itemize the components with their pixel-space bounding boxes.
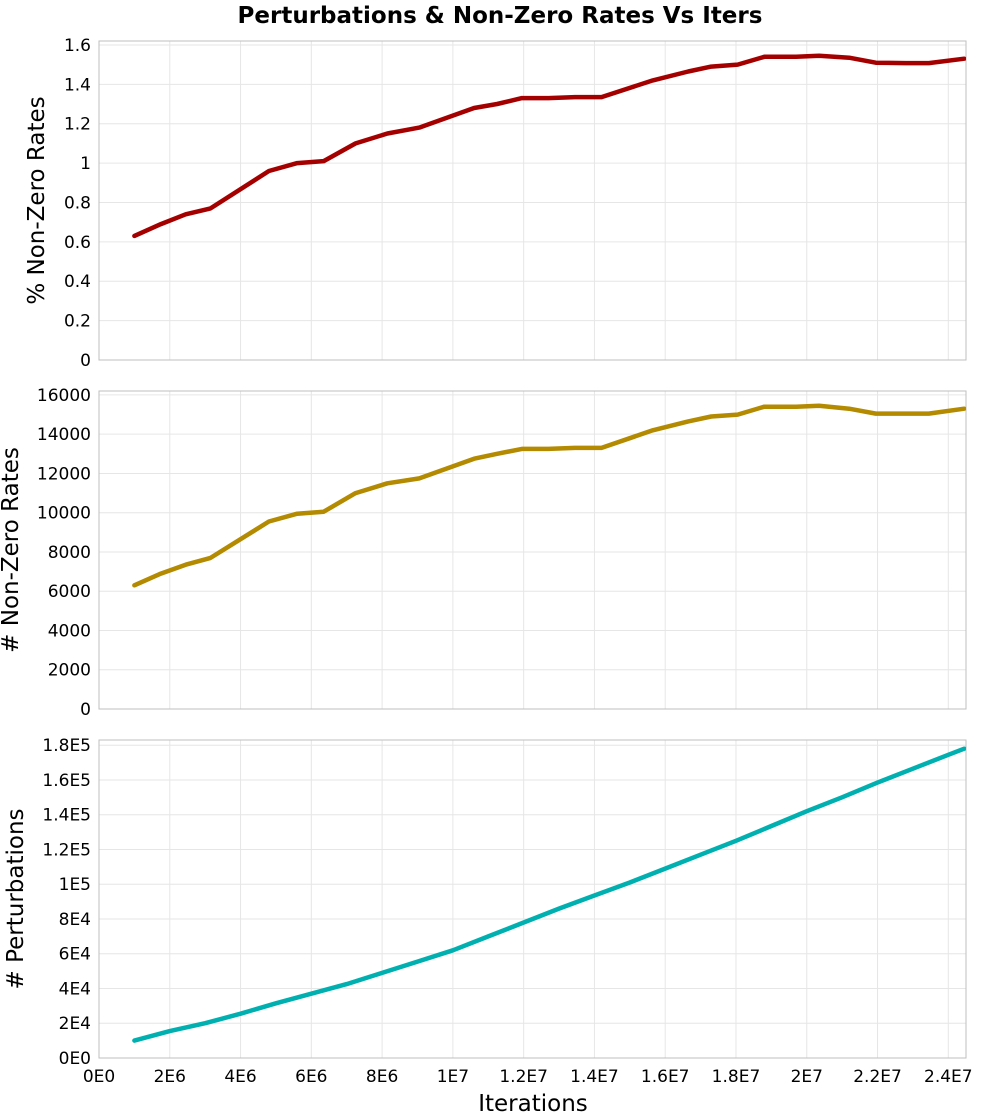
percent-nonzero-y-axis-label: % Non-Zero Rates	[24, 96, 50, 304]
percent-nonzero-y-tick-label-7: 1.4	[64, 75, 91, 95]
count-nonzero-y-tick-label-1: 2000	[48, 661, 91, 681]
percent-nonzero-y-tick-label-3: 0.6	[64, 233, 91, 253]
perturbations-y-tick-label-3: 6E4	[59, 945, 91, 965]
count-nonzero-y-tick-label-2: 4000	[48, 621, 91, 641]
percent-nonzero-y-tick-label-2: 0.4	[64, 272, 91, 292]
x-tick-label-9: 1.8E7	[712, 1067, 761, 1087]
percent-nonzero-y-tick-label-8: 1.6	[64, 36, 91, 56]
percent-nonzero-series-line	[132, 53, 966, 239]
x-tick-label-5: 1E7	[437, 1067, 469, 1087]
perturbations-y-axis-label: # Perturbations	[3, 808, 29, 989]
count-nonzero-y-tick-label-5: 10000	[37, 504, 91, 524]
x-tick-label-7: 1.4E7	[570, 1067, 619, 1087]
perturbations-y-tick-label-8: 1.6E5	[42, 771, 91, 791]
count-nonzero-y-tick-label-8: 16000	[37, 386, 91, 406]
x-tick-label-2: 4E6	[224, 1067, 256, 1087]
perturbations-y-tick-label-5: 1E5	[59, 875, 91, 895]
count-nonzero-y-tick-label-6: 12000	[37, 464, 91, 484]
perturbations-plot-frame	[98, 739, 967, 1059]
perturbations-y-tick-label-9: 1.8E5	[42, 736, 91, 756]
perturbations-series-line	[132, 746, 966, 1043]
count-nonzero-plot-frame	[98, 390, 967, 710]
percent-nonzero-y-tick-label-6: 1.2	[64, 115, 91, 135]
count-nonzero-series-line	[132, 403, 966, 588]
x-tick-label-10: 2E7	[791, 1067, 823, 1087]
x-tick-label-12: 2.4E7	[924, 1067, 973, 1087]
x-tick-label-4: 8E6	[366, 1067, 398, 1087]
count-nonzero-y-axis-label: # Non-Zero Rates	[0, 447, 24, 653]
perturbations-y-tick-label-4: 8E4	[59, 910, 91, 930]
x-tick-label-3: 6E6	[295, 1067, 327, 1087]
panel-percent-nonzero: 0 0.2 0.4 0.6 0.8 1 1.2 1.4 1.6 % Non-Zero Rates	[24, 36, 967, 371]
chart-title: Perturbations & Non-Zero Rates Vs Iters	[238, 3, 763, 29]
count-nonzero-y-tick-label-4: 8000	[48, 543, 91, 563]
perturbations-y-tick-label-1: 2E4	[59, 1014, 91, 1034]
x-tick-label-1: 2E6	[154, 1067, 186, 1087]
percent-nonzero-y-tick-label-0: 0	[80, 351, 91, 371]
percent-nonzero-y-tick-label-1: 0.2	[64, 312, 91, 332]
count-nonzero-y-tick-label-7: 14000	[37, 425, 91, 445]
x-tick-label-11: 2.2E7	[853, 1067, 902, 1087]
count-nonzero-y-tick-label-0: 0	[80, 700, 91, 720]
percent-nonzero-y-tick-label-4: 0.8	[64, 193, 91, 213]
perturbations-y-tick-label-0: 0E0	[59, 1049, 91, 1069]
percent-nonzero-plot-frame	[98, 40, 967, 361]
panel-perturbations: 0E0 2E4 4E4 6E4 8E4 1E5 1.2E5 1.4E5 1.6E5 1.8E5 # …	[3, 736, 967, 1069]
x-tick-label-0: 0E0	[83, 1067, 115, 1087]
panel-count-nonzero: 0 2000 4000 6000 8000 10000 12000 14000 16000 # N…	[0, 386, 967, 720]
count-nonzero-y-tick-label-3: 6000	[48, 582, 91, 602]
perturbations-y-tick-label-2: 4E4	[59, 979, 91, 999]
x-axis: 0E0 2E6 4E6 6E6 8E6 1E7 1.2E7 1.4E7 1.6E7 1.8E7 2E…	[83, 1067, 973, 1087]
x-tick-label-6: 1.2E7	[499, 1067, 548, 1087]
x-tick-label-8: 1.6E7	[641, 1067, 690, 1087]
x-axis-label: Iterations	[478, 1091, 588, 1117]
perturbations-y-tick-label-6: 1.2E5	[42, 840, 91, 860]
percent-nonzero-y-tick-label-5: 1	[80, 154, 91, 174]
perturbations-y-tick-label-7: 1.4E5	[42, 806, 91, 826]
